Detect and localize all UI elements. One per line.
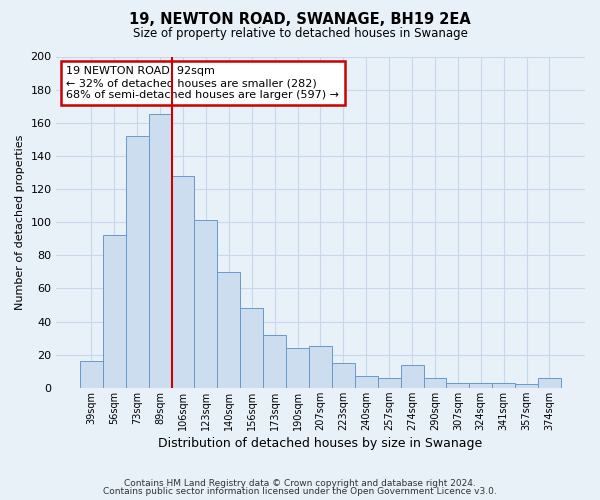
X-axis label: Distribution of detached houses by size in Swanage: Distribution of detached houses by size …: [158, 437, 482, 450]
Bar: [377, 378, 401, 388]
Bar: [263, 335, 286, 388]
Bar: [355, 376, 377, 388]
Text: Contains public sector information licensed under the Open Government Licence v3: Contains public sector information licen…: [103, 487, 497, 496]
Bar: [469, 383, 492, 388]
Text: Size of property relative to detached houses in Swanage: Size of property relative to detached ho…: [133, 28, 467, 40]
Bar: [217, 272, 240, 388]
Bar: [492, 383, 515, 388]
Bar: [240, 308, 263, 388]
Bar: [332, 363, 355, 388]
Bar: [194, 220, 217, 388]
Y-axis label: Number of detached properties: Number of detached properties: [15, 134, 25, 310]
Bar: [126, 136, 149, 388]
Bar: [286, 348, 309, 388]
Bar: [401, 364, 424, 388]
Bar: [424, 378, 446, 388]
Bar: [538, 378, 561, 388]
Bar: [80, 362, 103, 388]
Bar: [149, 114, 172, 388]
Bar: [172, 176, 194, 388]
Text: Contains HM Land Registry data © Crown copyright and database right 2024.: Contains HM Land Registry data © Crown c…: [124, 478, 476, 488]
Bar: [446, 383, 469, 388]
Bar: [309, 346, 332, 388]
Bar: [515, 384, 538, 388]
Text: 19, NEWTON ROAD, SWANAGE, BH19 2EA: 19, NEWTON ROAD, SWANAGE, BH19 2EA: [129, 12, 471, 28]
Text: 19 NEWTON ROAD: 92sqm
← 32% of detached houses are smaller (282)
68% of semi-det: 19 NEWTON ROAD: 92sqm ← 32% of detached …: [67, 66, 340, 100]
Bar: [103, 236, 126, 388]
